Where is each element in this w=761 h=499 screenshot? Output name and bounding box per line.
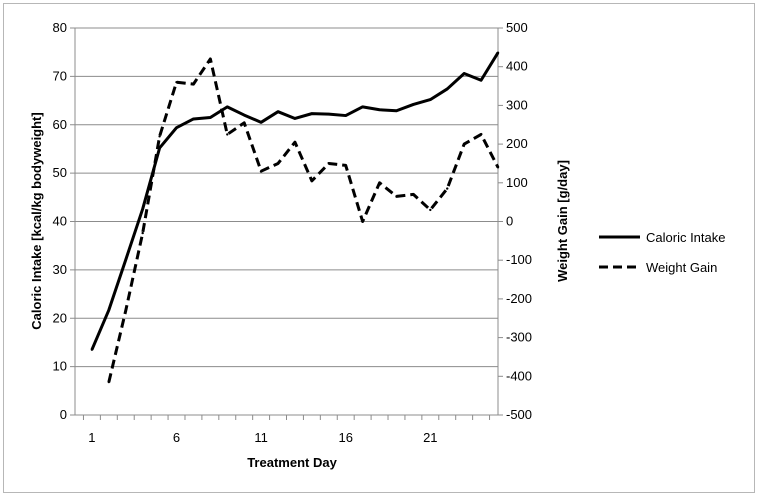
data-point — [344, 114, 347, 117]
data-point — [327, 112, 330, 116]
data-point — [412, 103, 415, 106]
data-point — [479, 79, 483, 82]
data-point — [209, 57, 212, 61]
data-point — [90, 348, 94, 351]
data-point — [192, 82, 195, 86]
data-point — [361, 105, 364, 109]
left-tick-label: 70 — [53, 68, 67, 83]
data-point — [395, 195, 398, 198]
left-tick-label: 30 — [53, 262, 67, 277]
data-point — [209, 116, 212, 119]
left-axis-title: Caloric Intake [kcal/kg bodyweight] — [29, 112, 44, 329]
right-tick-label: 100 — [506, 175, 528, 190]
right-tick-label: 400 — [506, 59, 528, 74]
data-point — [141, 207, 144, 211]
data-point — [243, 113, 246, 117]
data-point — [446, 187, 449, 190]
x-tick-label: 1 — [88, 430, 95, 445]
data-point — [344, 164, 347, 167]
x-axis-title: Treatment Day — [247, 455, 337, 470]
data-point — [124, 258, 127, 261]
data-point — [496, 166, 500, 169]
right-tick-label: 0 — [506, 214, 513, 229]
right-tick-label: 300 — [506, 97, 528, 112]
data-point — [361, 220, 364, 223]
x-tick-label: 16 — [338, 430, 352, 445]
data-point — [462, 72, 466, 75]
legend-label: Weight Gain — [646, 260, 717, 275]
data-point — [259, 121, 263, 124]
data-point — [276, 162, 280, 165]
data-point — [429, 98, 432, 101]
data-point — [462, 142, 466, 146]
legend-label: Caloric Intake — [646, 230, 725, 245]
series-line-1 — [90, 51, 500, 351]
data-point — [107, 308, 111, 312]
right-tick-label: -300 — [506, 330, 532, 345]
data-point — [192, 117, 195, 121]
left-tick-label: 20 — [53, 310, 67, 325]
right-axis-title: Weight Gain [g/day] — [555, 160, 570, 282]
right-tick-label: -500 — [506, 407, 532, 422]
data-point — [310, 112, 314, 115]
data-point — [395, 109, 398, 112]
data-point — [293, 117, 297, 120]
data-point — [226, 105, 229, 109]
x-axis-ticks: 1 6 11 16 21 — [82, 415, 491, 445]
right-tick-label: -400 — [506, 368, 532, 383]
data-point — [226, 133, 229, 136]
data-point — [446, 87, 449, 91]
legend: Caloric Intake Weight Gain — [599, 230, 725, 275]
data-point — [175, 126, 178, 129]
series-line-2 — [107, 57, 500, 383]
series-layer — [90, 51, 500, 384]
data-point — [158, 135, 161, 138]
data-point — [124, 309, 127, 312]
data-point — [429, 208, 432, 212]
left-axis-ticks: 0 10 20 30 40 50 60 70 80 — [53, 20, 75, 422]
data-point — [107, 380, 111, 384]
data-point — [293, 140, 297, 144]
left-tick-label: 80 — [53, 20, 67, 35]
data-point — [412, 193, 415, 196]
data-point — [327, 162, 330, 165]
data-point — [243, 121, 246, 125]
left-tick-label: 0 — [60, 407, 67, 422]
data-point — [496, 51, 500, 54]
right-tick-label: 200 — [506, 136, 528, 151]
right-axis-ticks: -500 -400 -300 -200 -100 0 100 200 300 400 500 — [498, 20, 532, 422]
data-point — [141, 231, 144, 235]
left-tick-label: 50 — [53, 165, 67, 180]
x-tick-label: 11 — [254, 430, 268, 445]
data-point — [259, 169, 263, 173]
x-tick-label: 21 — [423, 430, 437, 445]
x-tick-label: 6 — [173, 430, 180, 445]
data-point — [378, 181, 381, 184]
right-tick-label: -100 — [506, 252, 532, 267]
data-point — [276, 110, 280, 113]
data-point — [310, 179, 314, 183]
data-point — [175, 80, 178, 84]
left-tick-label: 40 — [53, 214, 67, 229]
data-point — [378, 108, 381, 111]
left-tick-label: 10 — [53, 359, 67, 374]
right-tick-label: -200 — [506, 291, 532, 306]
gridlines — [75, 27, 498, 368]
data-point — [479, 133, 483, 136]
right-tick-label: 500 — [506, 20, 528, 35]
left-tick-label: 60 — [53, 117, 67, 132]
